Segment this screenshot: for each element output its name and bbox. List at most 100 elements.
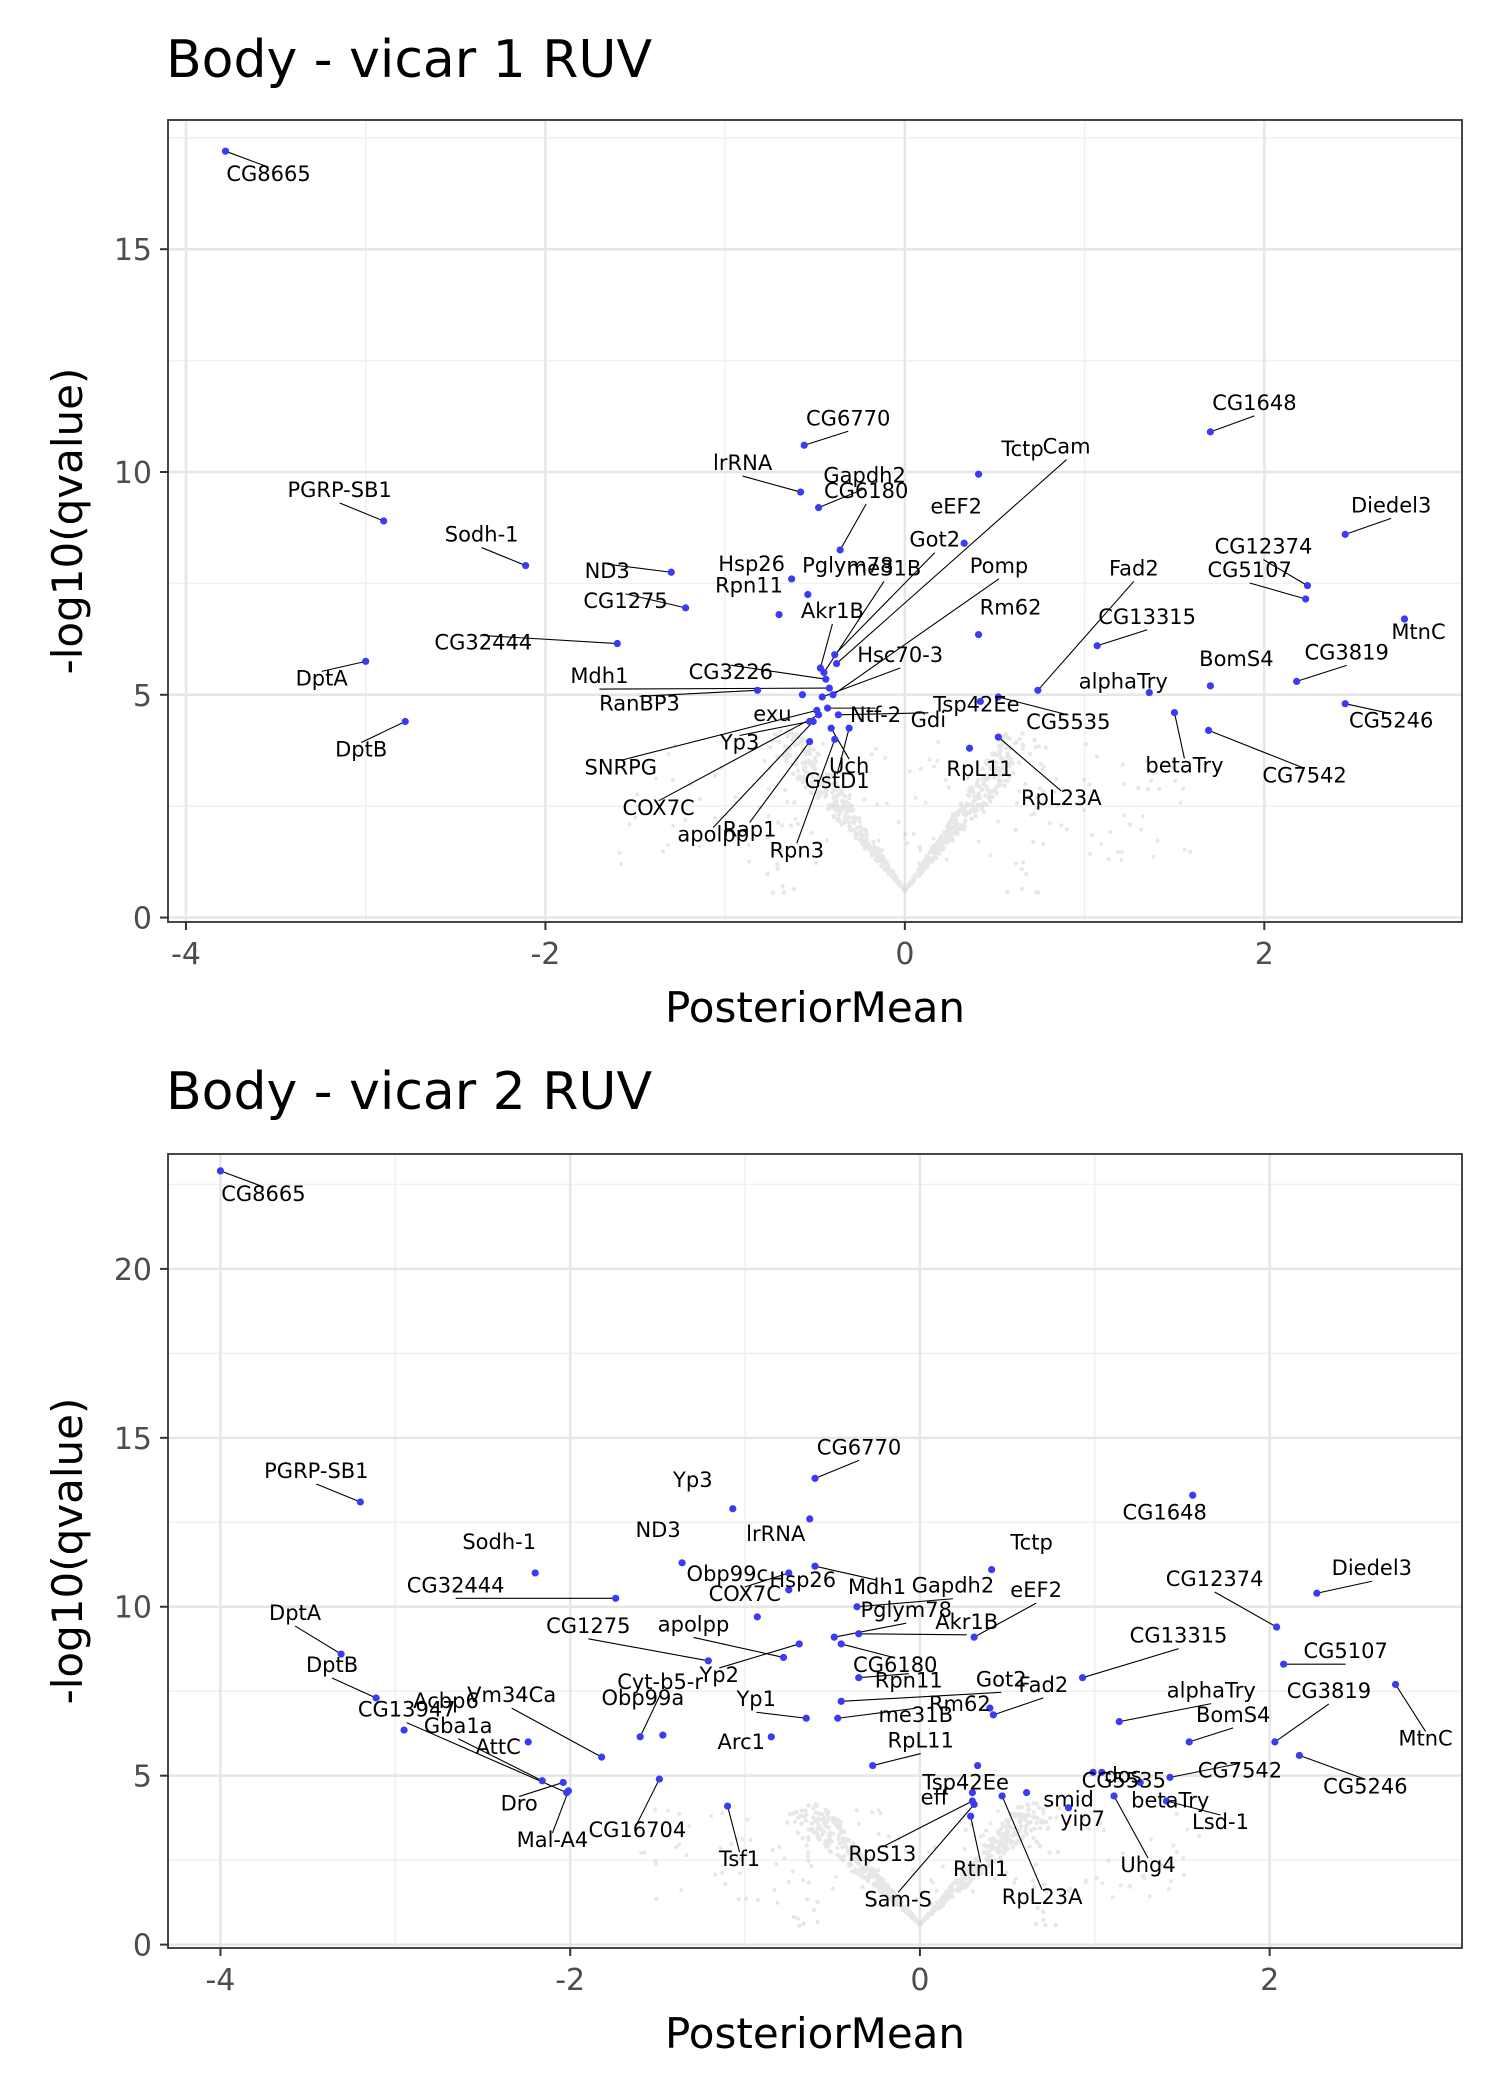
- background-point: [918, 766, 923, 771]
- background-point: [973, 1868, 978, 1873]
- point-label-gapdh2: Gapdh2: [823, 464, 905, 488]
- background-point: [1165, 1865, 1170, 1870]
- label-connector: [339, 502, 384, 522]
- background-point: [859, 833, 864, 839]
- background-point: [943, 1897, 949, 1902]
- background-point: [803, 765, 808, 770]
- point-mtnc: [1391, 1680, 1400, 1689]
- background-point: [940, 847, 945, 852]
- point-cg5107: [1302, 595, 1310, 603]
- background-point: [938, 833, 944, 839]
- background-point: [867, 1871, 872, 1877]
- background-point: [965, 1876, 971, 1881]
- background-point: [932, 1907, 937, 1913]
- point-cg13315: [1078, 1674, 1087, 1682]
- background-point: [1087, 851, 1092, 856]
- background-point: [1009, 1825, 1014, 1830]
- background-point: [873, 1868, 878, 1874]
- background-point: [1016, 760, 1022, 765]
- background-point: [671, 823, 676, 828]
- background-point: [1038, 761, 1043, 766]
- background-point: [1099, 842, 1104, 847]
- background-point: [1024, 871, 1029, 877]
- point-boms4: [1185, 1738, 1193, 1746]
- background-point: [948, 834, 954, 839]
- background-point: [1040, 1909, 1046, 1915]
- point-label-diedel3: Diedel3: [1351, 493, 1431, 517]
- point-nd3: [678, 1559, 686, 1567]
- background-point: [825, 1811, 831, 1816]
- background-point: [825, 1809, 831, 1814]
- background-point: [974, 1858, 979, 1863]
- background-point: [980, 786, 985, 792]
- background-point: [917, 1922, 923, 1927]
- background-point: [843, 1844, 849, 1849]
- background-point: [1024, 1818, 1029, 1823]
- point-gapdh2: [814, 504, 823, 512]
- point-label-sodh-1: Sodh-1: [462, 1530, 536, 1554]
- background-point: [790, 1869, 795, 1874]
- background-point: [859, 1854, 864, 1860]
- background-point: [1119, 850, 1124, 855]
- point-acbp6: [400, 1726, 408, 1734]
- background-point: [929, 845, 935, 851]
- background-point: [861, 1875, 866, 1880]
- background-point: [906, 1912, 911, 1917]
- background-point: [830, 1886, 835, 1891]
- background-point: [997, 1848, 1002, 1853]
- label-connector: [818, 488, 865, 509]
- label-connector: [331, 1677, 377, 1699]
- background-point: [858, 1852, 864, 1857]
- background-point: [785, 799, 790, 805]
- background-point: [1003, 1835, 1008, 1841]
- background-point: [1005, 778, 1010, 784]
- background-point: [806, 1858, 812, 1864]
- label-connector: [1173, 712, 1185, 759]
- background-point: [881, 1890, 887, 1895]
- background-point: [994, 752, 999, 758]
- background-point: [998, 1826, 1004, 1832]
- background-point: [958, 808, 963, 813]
- point-cox7c: [785, 1569, 793, 1577]
- background-point: [902, 888, 907, 893]
- background-point: [929, 1901, 934, 1906]
- point-label-arc1: Arc1: [718, 1730, 765, 1754]
- background-point: [858, 1859, 863, 1864]
- background-point: [972, 809, 977, 814]
- background-point: [830, 805, 835, 811]
- background-point: [1037, 1805, 1042, 1810]
- background-point: [862, 843, 867, 848]
- background-point: [949, 1885, 954, 1891]
- label-connector: [836, 728, 850, 775]
- point-rpl23a: [994, 733, 1002, 741]
- background-point: [956, 1877, 962, 1883]
- background-point: [1118, 1883, 1123, 1888]
- background-point: [890, 870, 895, 876]
- background-point: [815, 751, 820, 756]
- point-label-tctp: Tctp: [1000, 437, 1043, 461]
- background-point: [834, 1822, 840, 1828]
- point-cg32444: [612, 1594, 620, 1602]
- background-point: [880, 862, 885, 867]
- background-point: [1031, 1814, 1037, 1819]
- background-point: [907, 1909, 912, 1915]
- background-point: [907, 883, 913, 888]
- background-point: [993, 1846, 999, 1852]
- background-point: [909, 1912, 914, 1917]
- background-point: [843, 1839, 849, 1844]
- label-connector: [481, 547, 526, 567]
- x-tick-label: 2: [1260, 1963, 1279, 1998]
- point-label-cg5246: CG5246: [1323, 1774, 1407, 1798]
- background-point: [1031, 1801, 1036, 1806]
- label-connector: [551, 1790, 569, 1834]
- x-axis-label: PosteriorMean: [665, 983, 965, 1032]
- background-point: [931, 845, 937, 850]
- point-tctp: [974, 470, 983, 478]
- background-point: [861, 841, 866, 846]
- background-point: [888, 1887, 894, 1892]
- background-point: [912, 1917, 918, 1923]
- background-point: [791, 886, 797, 892]
- background-point: [919, 870, 925, 875]
- background-point: [842, 820, 847, 825]
- background-point: [879, 1877, 885, 1882]
